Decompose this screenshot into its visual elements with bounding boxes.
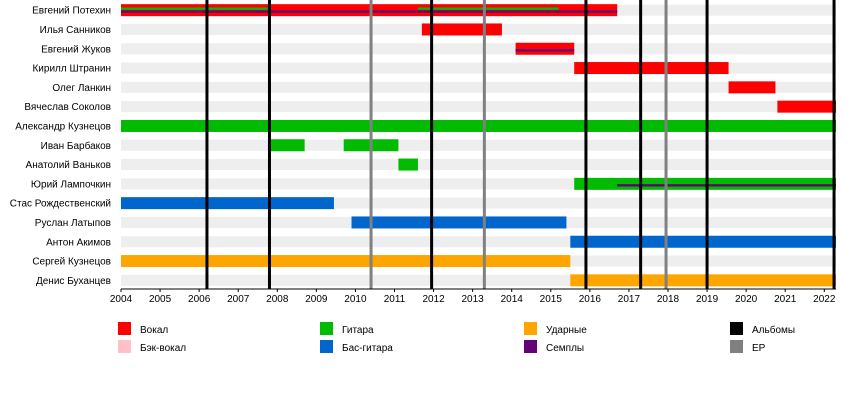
member-label: Денис Буханцев	[36, 276, 111, 287]
row-stripe	[121, 81, 836, 93]
x-tick-label: 2012	[422, 294, 445, 305]
x-tick-label: 2007	[227, 294, 250, 305]
legend-swatch-samples	[524, 340, 537, 353]
legend-label-ep: EP	[752, 343, 766, 354]
row-stripe	[121, 139, 836, 151]
member-label: Александр Кузнецов	[15, 121, 111, 132]
bar-samples-overlay	[515, 49, 575, 52]
row-stripe	[121, 197, 836, 209]
x-tick-label: 2013	[462, 294, 485, 305]
legend-swatch-bass	[320, 340, 333, 353]
row-stripe	[121, 43, 836, 55]
bar-guitar	[398, 158, 418, 171]
legend-label-drums: Ударные	[546, 325, 587, 336]
bar-guitar-overlay	[417, 7, 559, 10]
member-label: Евгений Жуков	[41, 44, 111, 55]
bar-vocal	[121, 4, 618, 17]
row-stripe	[121, 101, 836, 113]
bar-bass	[351, 216, 567, 229]
member-label: Юрий Лампочкин	[31, 179, 111, 190]
row-stripe	[121, 62, 836, 74]
legend-label-samples: Семплы	[546, 343, 584, 354]
legend: Вокал Бэк-вокал Гитара Бас-гитара Ударные Сем…	[118, 322, 795, 354]
bar-samples-overlay	[558, 10, 618, 13]
bar-guitar	[574, 177, 836, 190]
legend-label-vocal: Вокал	[140, 325, 168, 336]
bar-bass	[121, 197, 334, 210]
row-stripe	[121, 178, 836, 190]
bar-vocal	[728, 81, 776, 94]
x-tick-label: 2008	[266, 294, 289, 305]
legend-swatch-album	[730, 322, 743, 335]
member-label: Иван Барбаков	[41, 140, 111, 152]
member-labels: Евгений Потехин Илья Санников Евгений Жуко…	[10, 6, 111, 287]
x-tick-label: 2010	[344, 294, 367, 305]
x-tick-label: 2006	[188, 294, 211, 305]
member-label: Кирилл Штранин	[32, 64, 111, 75]
member-label: Антон Акимов	[46, 237, 111, 248]
legend-swatch-vocal	[118, 322, 131, 335]
member-label: Стас Рождественский	[10, 199, 111, 210]
legend-label-bass: Бас-гитара	[342, 343, 393, 354]
release-lines	[205, 0, 836, 289]
bar-bass	[570, 235, 836, 248]
bar-vocal	[515, 42, 575, 55]
legend-swatch-drums	[524, 322, 537, 335]
x-tick-label: 2014	[501, 294, 524, 305]
bar-vocal	[777, 100, 836, 113]
legend-label-album: Альбомы	[752, 324, 795, 336]
row-stripe	[121, 236, 836, 248]
member-label: Вячеслав Соколов	[24, 102, 111, 113]
bar-vocal	[421, 23, 502, 36]
member-label: Олег Ланкин	[52, 83, 111, 94]
bar-guitar	[121, 119, 836, 132]
bar-drums	[121, 255, 571, 268]
member-label: Анатолий Ваньков	[26, 160, 111, 171]
legend-label-backing_vocal: Бэк-вокал	[140, 343, 186, 354]
bar-vocal	[574, 62, 729, 75]
x-tick-label: 2021	[774, 294, 797, 305]
member-label: Евгений Потехин	[32, 6, 111, 17]
bar-samples-overlay	[617, 184, 836, 187]
legend-swatch-guitar	[320, 322, 333, 335]
bar-guitar-overlay	[121, 7, 270, 10]
x-tick-label: 2004	[110, 294, 133, 305]
x-tick-label: 2019	[696, 294, 719, 305]
x-tick-label: 2015	[540, 294, 563, 305]
row-stripe	[121, 274, 836, 286]
bar-guitar	[269, 139, 305, 152]
bar-samples-overlay	[269, 10, 418, 13]
x-tick-label: 2005	[149, 294, 172, 305]
x-tick-label: 2020	[735, 294, 758, 305]
x-axis: 2004 2005 2006 2007 2008 2009 2010 2011 2012 2013…	[110, 288, 836, 305]
x-tick-label: 2018	[657, 294, 680, 305]
x-tick-label: 2011	[384, 294, 406, 305]
x-tick-label: 2022	[813, 294, 836, 305]
member-label: Руслан Латыпов	[35, 218, 111, 229]
bar-drums	[570, 274, 836, 287]
x-tick-label: 2017	[618, 294, 641, 305]
bar-samples-overlay	[121, 10, 270, 13]
bar-samples-overlay	[417, 10, 559, 13]
x-tick-label: 2009	[305, 294, 328, 305]
member-label: Илья Санников	[40, 25, 111, 36]
x-tick-label: 2016	[579, 294, 602, 305]
legend-label-guitar: Гитара	[342, 325, 374, 336]
legend-swatch-backing_vocal	[118, 340, 131, 353]
row-stripe	[121, 159, 836, 171]
member-label: Сергей Кузнецов	[32, 257, 111, 268]
legend-swatch-ep	[730, 340, 743, 353]
